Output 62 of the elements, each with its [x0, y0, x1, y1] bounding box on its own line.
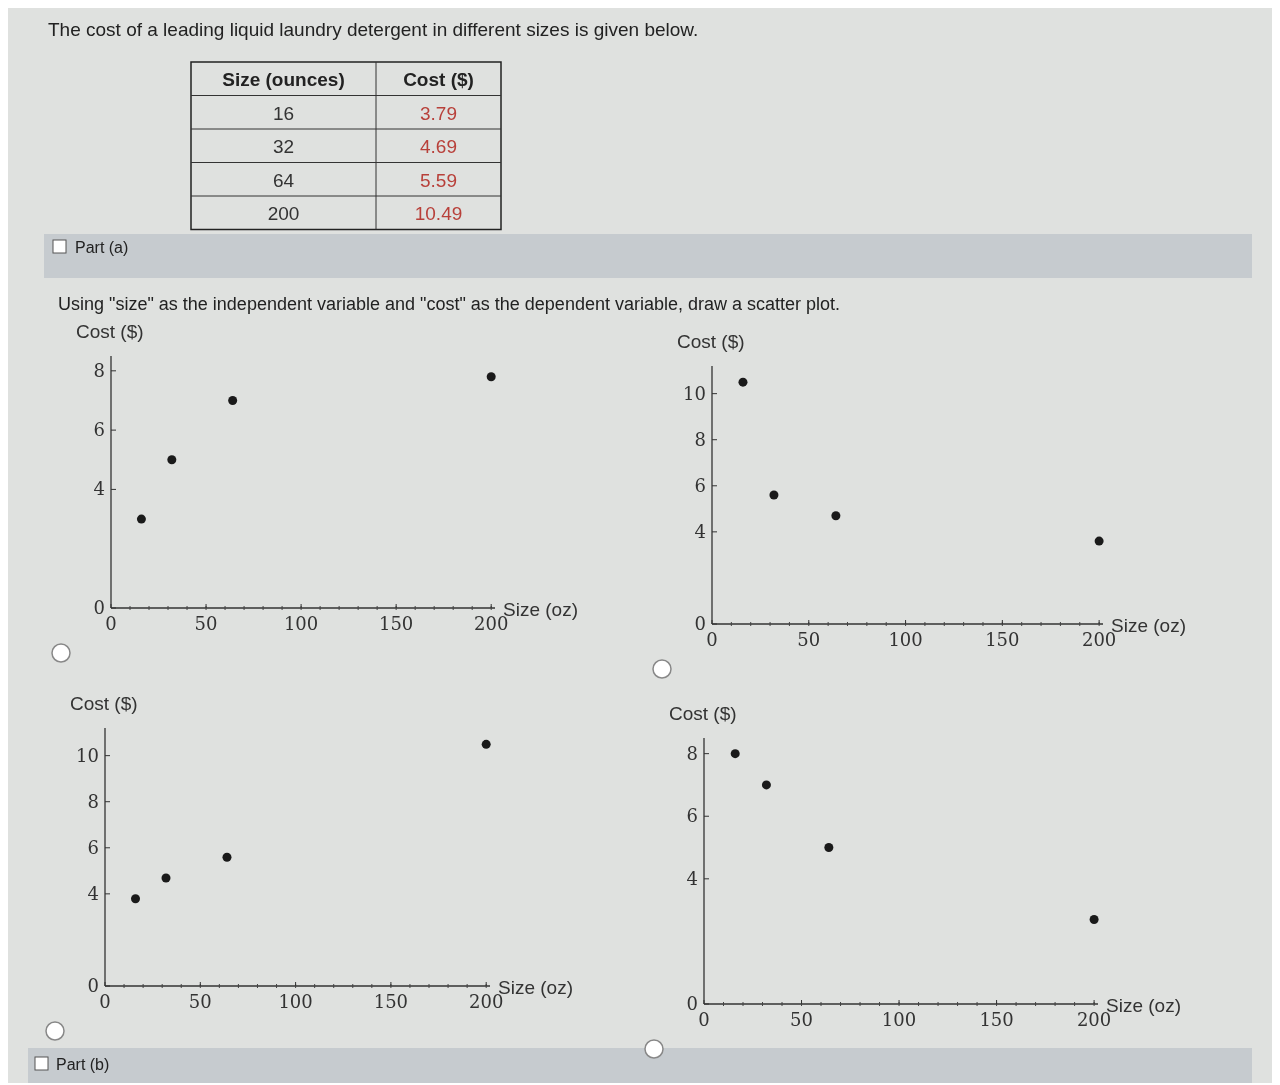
- point: [824, 843, 834, 853]
- category-label: 32: [272, 136, 295, 157]
- y-tick-label: 8: [694, 428, 706, 450]
- point: [738, 377, 748, 387]
- y-tick-label: 4: [686, 867, 698, 889]
- y-tick-label: 4: [694, 520, 706, 542]
- y-tick-label: 8: [686, 742, 698, 764]
- x-tick-label: 100: [283, 613, 319, 634]
- y-tick-label: 0: [93, 597, 105, 618]
- text: Using "size" as the independent variable and "cost" as the dependent variable, draw a scatter plot.: [58, 294, 841, 314]
- point: [486, 372, 496, 382]
- x-tick-label: 150: [378, 613, 414, 634]
- point: [1089, 915, 1099, 925]
- y-tick-label: 10: [76, 744, 99, 766]
- text: Part (b): [56, 1056, 110, 1073]
- text: Cost ($): [403, 69, 474, 90]
- y-tick-label: 8: [93, 359, 105, 381]
- point: [167, 455, 177, 465]
- x-tick-label: 100: [888, 629, 923, 650]
- y-axis-title: Cost ($): [677, 331, 745, 352]
- y-tick-label: 6: [694, 474, 706, 496]
- point: [222, 852, 232, 862]
- y-tick-label: 6: [686, 805, 698, 827]
- category-label: 16: [272, 102, 295, 124]
- point: [831, 511, 841, 521]
- y-tick-label: 4: [87, 882, 99, 904]
- y-tick-label: 6: [87, 836, 99, 858]
- x-tick-label: 150: [979, 1009, 1014, 1030]
- x-tick-label: 50: [797, 629, 821, 650]
- point: [769, 490, 779, 500]
- x-tick-label: 150: [985, 629, 1020, 650]
- x-tick-label: 50: [188, 991, 212, 1012]
- point: [136, 514, 146, 524]
- category-label: 200: [267, 203, 300, 224]
- y-axis-title: Cost ($): [669, 703, 737, 724]
- text: Part (a): [75, 239, 129, 256]
- y-tick-label: 4: [93, 478, 105, 500]
- x-tick-label: 100: [278, 991, 313, 1012]
- point: [161, 873, 171, 883]
- category-label: 64: [272, 169, 295, 191]
- point: [1094, 536, 1104, 546]
- y-axis-title: Cost ($): [70, 693, 138, 714]
- point: [761, 780, 771, 790]
- point: [131, 894, 140, 904]
- point: [481, 739, 491, 749]
- point: [730, 749, 740, 759]
- y-tick-label: 10: [683, 382, 706, 404]
- data-label: 5.59: [420, 169, 457, 191]
- y-tick-label: 6: [93, 419, 105, 441]
- data-label: 4.69: [420, 136, 457, 157]
- text: The cost of a leading liquid laundry detergent in different sizes is given below.: [48, 19, 699, 40]
- y-tick-label: 8: [87, 790, 99, 812]
- data-label: 3.79: [420, 102, 457, 124]
- x-tick-label: 100: [881, 1009, 917, 1030]
- x-tick-label: 150: [373, 991, 409, 1012]
- text: Size (ounces): [222, 69, 345, 90]
- x-tick-label: 50: [790, 1009, 813, 1030]
- x-tick-label: 50: [194, 613, 218, 634]
- data-label: 10.49: [414, 203, 463, 224]
- y-tick-label: 0: [87, 975, 99, 996]
- y-axis-title: Cost ($): [76, 321, 144, 342]
- point: [228, 395, 238, 405]
